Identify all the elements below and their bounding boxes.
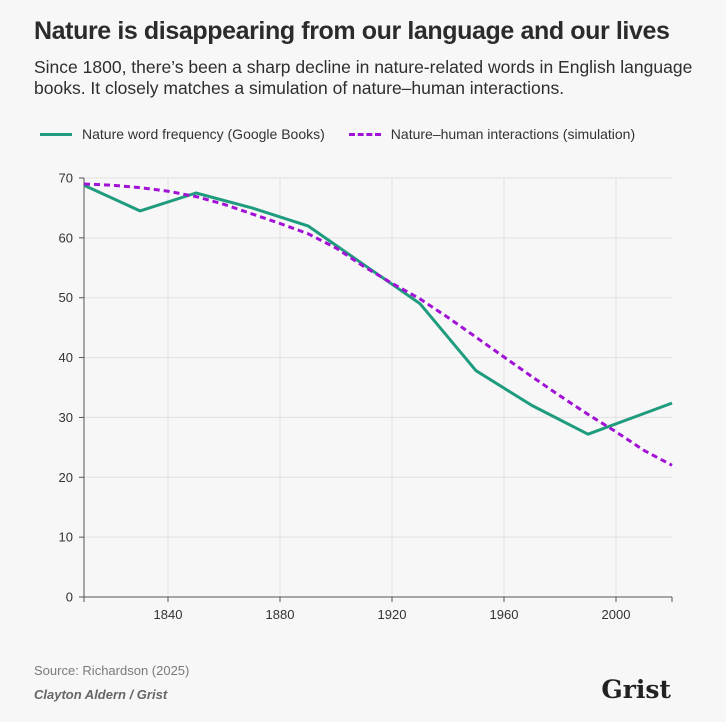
- series-line-simulation: [83, 182, 673, 467]
- legend-item-simulation: Nature–human interactions (simulation): [348, 126, 636, 142]
- y-tick-label: 10: [59, 530, 73, 545]
- y-tick-label: 20: [59, 470, 73, 485]
- source-note: Source: Richardson (2025): [34, 663, 190, 678]
- legend-swatch-dashed: [348, 132, 381, 136]
- legend-label: Nature–human interactions (simulation): [390, 126, 636, 142]
- legend: Nature word frequency (Google Books) Nat…: [40, 124, 659, 144]
- chart-subtitle: Since 1800, there’s been a sharp decline…: [34, 57, 693, 98]
- x-tick-label: 2000: [602, 607, 631, 622]
- chart-title: Nature is disappearing from our language…: [34, 17, 670, 45]
- x-tick-label: 1840: [154, 607, 183, 622]
- line-chart: 0 10 20 30 40 50 60 70 1840 1880 1920 1960 2000: [59, 171, 673, 622]
- y-tick-label: 60: [59, 230, 73, 245]
- legend-swatch-solid: [40, 132, 72, 136]
- legend-label: Nature word frequency (Google Books): [82, 126, 325, 142]
- x-tick-label: 1880: [266, 607, 295, 622]
- series-line-nature-word-frequency: [83, 183, 673, 436]
- y-tick-label: 0: [66, 590, 73, 605]
- y-tick-label: 70: [59, 171, 73, 186]
- grist-logo: Grist: [601, 675, 671, 704]
- y-tick-label: 40: [59, 350, 73, 365]
- legend-item-nature-word-frequency: Nature word frequency (Google Books): [40, 126, 325, 142]
- x-tick-label: 1960: [490, 607, 519, 622]
- y-tick-label: 30: [59, 410, 73, 425]
- y-tick-label: 50: [59, 290, 73, 305]
- credit-line: Clayton Aldern / Grist: [34, 687, 168, 702]
- x-tick-label: 1920: [378, 607, 407, 622]
